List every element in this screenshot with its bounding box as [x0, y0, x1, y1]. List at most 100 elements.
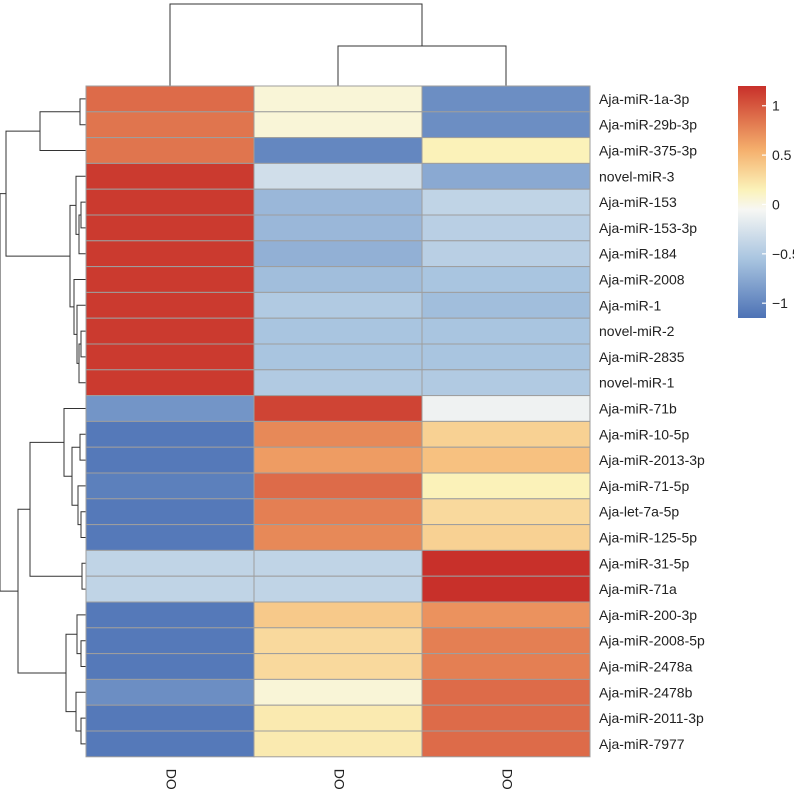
legend-tick-label: 1 — [772, 98, 780, 114]
row-dendrogram-branch — [69, 204, 76, 308]
heatmap-cell — [85, 575, 255, 603]
heatmap-cell — [85, 730, 255, 758]
color-legend-bar — [738, 86, 766, 318]
row-dendrogram-branch — [5, 130, 70, 257]
heatmap-cell — [253, 524, 423, 551]
heatmap-cell — [421, 317, 591, 345]
row-label: Aja-miR-2478a — [599, 659, 693, 675]
heatmap-cell — [85, 85, 255, 113]
heatmap-cell — [85, 240, 255, 268]
heatmap-cell — [85, 266, 255, 293]
row-label: Aja-miR-2008 — [599, 272, 685, 288]
heatmap-cell — [253, 498, 423, 526]
heatmap-cell — [421, 266, 591, 293]
row-dendrogram-branch — [81, 562, 86, 590]
heatmap-cell — [85, 678, 255, 706]
heatmap-cell — [421, 730, 591, 758]
heatmap-cell — [421, 446, 591, 474]
heatmap-cell — [85, 549, 255, 577]
heatmap-cells — [85, 85, 591, 758]
row-dendrogram-branch — [63, 408, 86, 477]
heatmap-cell — [253, 653, 423, 680]
heatmap-cell — [253, 369, 423, 397]
heatmap-cell — [85, 446, 255, 474]
heatmap-cell — [253, 266, 423, 293]
row-label: novel-miR-2 — [599, 323, 675, 339]
row-label: Aja-miR-7977 — [599, 736, 685, 752]
row-label: Aja-miR-2835 — [599, 349, 685, 365]
heatmap-cell — [85, 524, 255, 551]
heatmap-cell — [421, 627, 591, 655]
row-dendrogram-branch — [29, 441, 82, 577]
heatmap-cell — [85, 343, 255, 371]
heatmap-cell — [85, 188, 255, 216]
row-dendrogram-branch — [78, 214, 86, 255]
row-dendrogram-branch — [17, 508, 66, 674]
heatmap-cell — [85, 498, 255, 526]
heatmap-cell — [85, 162, 255, 190]
heatmap-cell — [253, 317, 423, 345]
row-label: Aja-miR-2008-5p — [599, 633, 705, 649]
heatmap-cell — [421, 395, 591, 422]
row-label: Aja-miR-2011-3p — [599, 710, 704, 726]
row-label: novel-miR-1 — [599, 375, 675, 391]
heatmap-cell — [253, 678, 423, 706]
heatmap-cell — [421, 343, 591, 371]
row-label: Aja-miR-29b-3p — [599, 117, 697, 133]
row-label: Aja-miR-375-3p — [599, 143, 697, 159]
heatmap-cell — [85, 317, 255, 345]
heatmap-cell — [253, 472, 423, 500]
row-dendrogram-branch — [79, 433, 86, 461]
row-label: Aja-miR-1 — [599, 297, 661, 313]
row-label: Aja-miR-31-5p — [599, 555, 689, 571]
row-dendrogram-branch — [79, 98, 86, 126]
heatmap-cell — [253, 420, 423, 448]
row-label: novel-miR-3 — [599, 168, 675, 184]
heatmap-cell — [421, 524, 591, 551]
heatmap-cell — [85, 395, 255, 422]
legend-tick-label: 0.5 — [772, 147, 792, 163]
row-label: Aja-miR-153-3p — [599, 220, 697, 236]
heatmap-cell — [253, 601, 423, 629]
heatmap-cell — [421, 498, 591, 526]
heatmap-cell — [253, 240, 423, 268]
column-labels: DO2 DO4 DO8 — [163, 769, 515, 789]
heatmap-cell — [253, 214, 423, 242]
row-dendrogram-branch — [0, 193, 18, 592]
legend-tick-label: −1 — [772, 295, 788, 311]
heatmap-cell — [421, 601, 591, 629]
heatmap-cell — [421, 549, 591, 577]
color-legend: 1 0.5 0 −0.5 −1 — [738, 86, 794, 318]
row-label: Aja-miR-184 — [599, 246, 677, 262]
heatmap-cell — [421, 704, 591, 732]
row-dendrogram-branch — [77, 485, 86, 526]
heatmap-cell — [85, 627, 255, 655]
heatmap-cell — [253, 575, 423, 603]
heatmap-cell — [253, 188, 423, 216]
heatmap-cell — [421, 291, 591, 319]
heatmap-cell — [85, 137, 255, 164]
heatmap-cell — [421, 188, 591, 216]
row-dendrogram-branch — [65, 633, 77, 713]
row-dendrogram-branch — [80, 330, 86, 358]
column-dendrogram-branch — [337, 45, 507, 86]
heatmap-cell — [253, 85, 423, 113]
row-label: Aja-miR-71b — [599, 401, 677, 417]
row-dendrogram-branch — [78, 343, 86, 384]
row-dendrogram-branch — [39, 111, 86, 151]
heatmap-cell — [85, 472, 255, 500]
row-label: Aja-miR-125-5p — [599, 530, 697, 546]
row-labels: Aja-miR-1a-3p Aja-miR-29b-3p Aja-miR-375-3… — [599, 91, 705, 752]
heatmap-cell — [253, 395, 423, 422]
row-label: Aja-miR-153 — [599, 194, 677, 210]
row-label: Aja-miR-1a-3p — [599, 91, 689, 107]
row-dendrogram-branch — [71, 446, 80, 506]
column-dendrogram — [169, 3, 507, 86]
heatmap-cell — [85, 291, 255, 319]
row-label: Aja-miR-2013-3p — [599, 452, 705, 468]
heatmap-cell — [85, 601, 255, 629]
heatmap-cell — [253, 291, 423, 319]
row-label: Aja-miR-200-3p — [599, 607, 697, 623]
row-label: Aja-miR-10-5p — [599, 426, 689, 442]
heatmap-cell — [421, 678, 591, 706]
